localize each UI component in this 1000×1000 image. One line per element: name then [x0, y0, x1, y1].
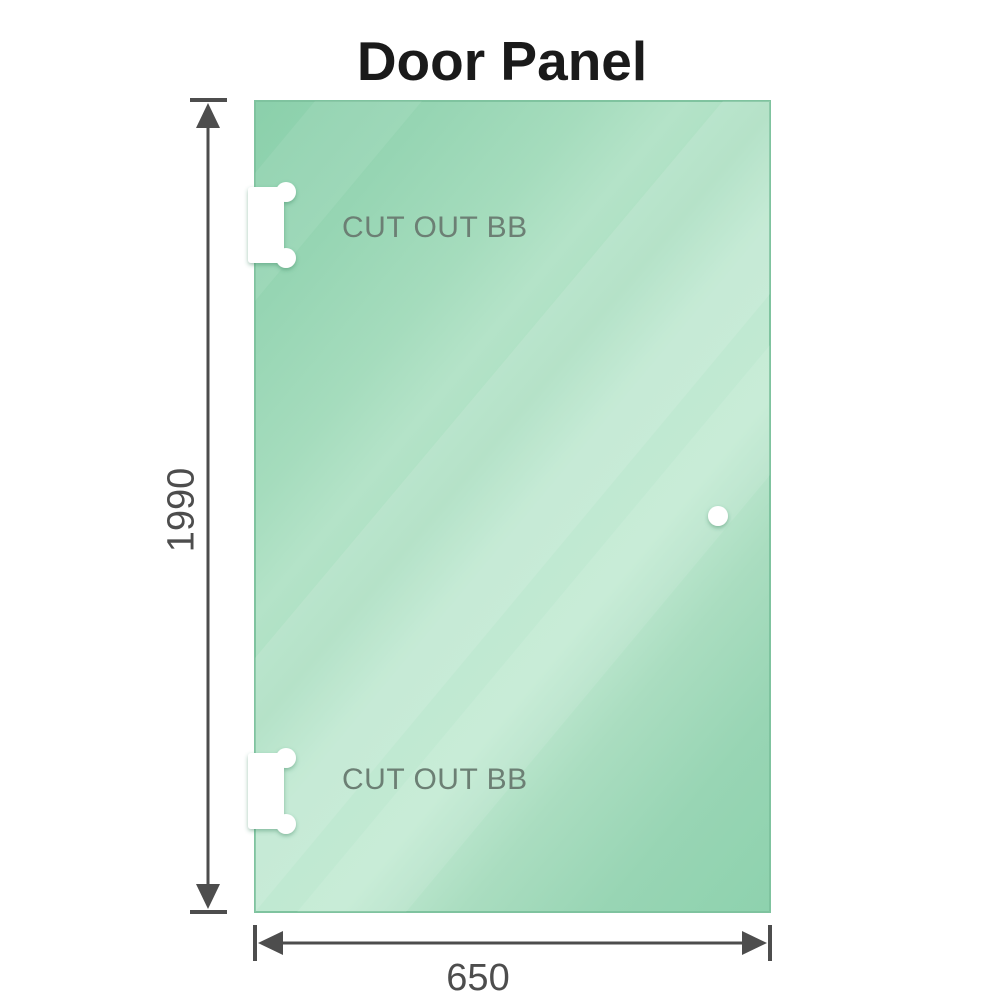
- cutout-bottom-label: CUT OUT BB: [342, 763, 528, 796]
- hinge-cutout-top: [248, 182, 296, 268]
- glass-reflection-streak: [255, 101, 422, 301]
- glass-panel: CUT OUT BB CUT OUT BB: [248, 100, 771, 913]
- glass-reflections: [255, 101, 770, 912]
- glass-reflection-streak: [297, 345, 770, 912]
- hinge-cutout-top-lower-lobe: [276, 248, 296, 268]
- left-arrowhead-icon: [258, 931, 283, 955]
- hinge-cutout-bottom-slot: [248, 753, 284, 829]
- hinge-cutout-top-slot: [248, 187, 284, 263]
- glass-openings: [248, 182, 728, 834]
- height-dimension-value: 1990: [160, 468, 202, 553]
- hinge-cutout-top-upper-lobe: [276, 182, 296, 202]
- hinge-cutout-bottom-lower-lobe: [276, 814, 296, 834]
- width-dimension: [253, 925, 772, 961]
- glass-panel-body: [254, 100, 771, 913]
- handle-hole: [708, 506, 728, 526]
- height-dimension: [190, 98, 227, 914]
- down-arrowhead-icon: [196, 884, 220, 909]
- glass-reflection-streak: [255, 101, 770, 912]
- hinge-cutout-bottom-upper-lobe: [276, 748, 296, 768]
- right-arrowhead-icon: [742, 931, 767, 955]
- cutout-top-label: CUT OUT BB: [342, 211, 528, 244]
- up-arrowhead-icon: [196, 103, 220, 128]
- page-title: Door Panel: [357, 30, 647, 92]
- width-dimension-value: 650: [446, 957, 509, 999]
- hinge-cutout-bottom: [248, 748, 296, 834]
